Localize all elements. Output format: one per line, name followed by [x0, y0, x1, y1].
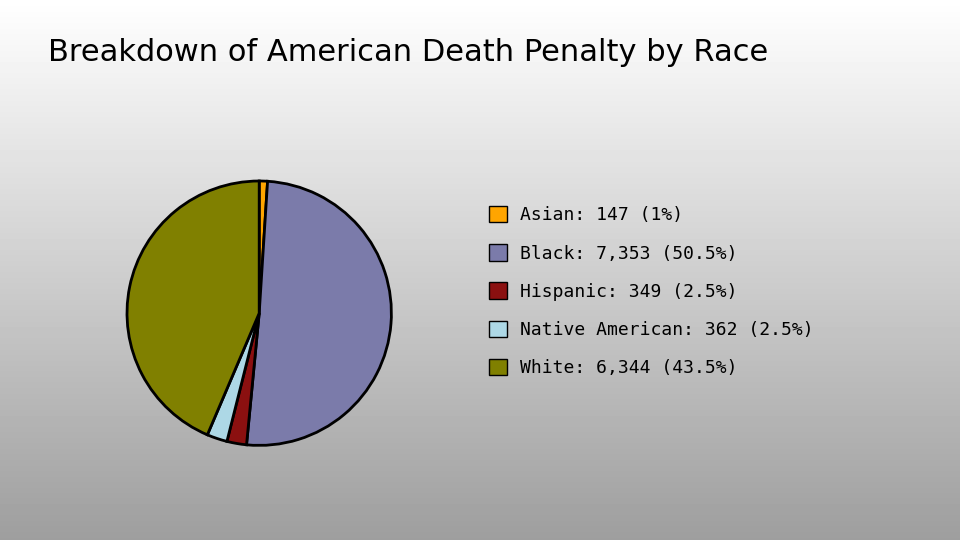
- Legend: Asian: 147 (1%), Black: 7,353 (50.5%), Hispanic: 349 (2.5%), Native American: 36: Asian: 147 (1%), Black: 7,353 (50.5%), H…: [489, 206, 813, 377]
- Text: Breakdown of American Death Penalty by Race: Breakdown of American Death Penalty by R…: [48, 38, 768, 67]
- Wedge shape: [247, 181, 392, 445]
- Wedge shape: [127, 181, 259, 435]
- Wedge shape: [259, 181, 268, 313]
- Wedge shape: [227, 313, 259, 445]
- Wedge shape: [207, 313, 259, 441]
